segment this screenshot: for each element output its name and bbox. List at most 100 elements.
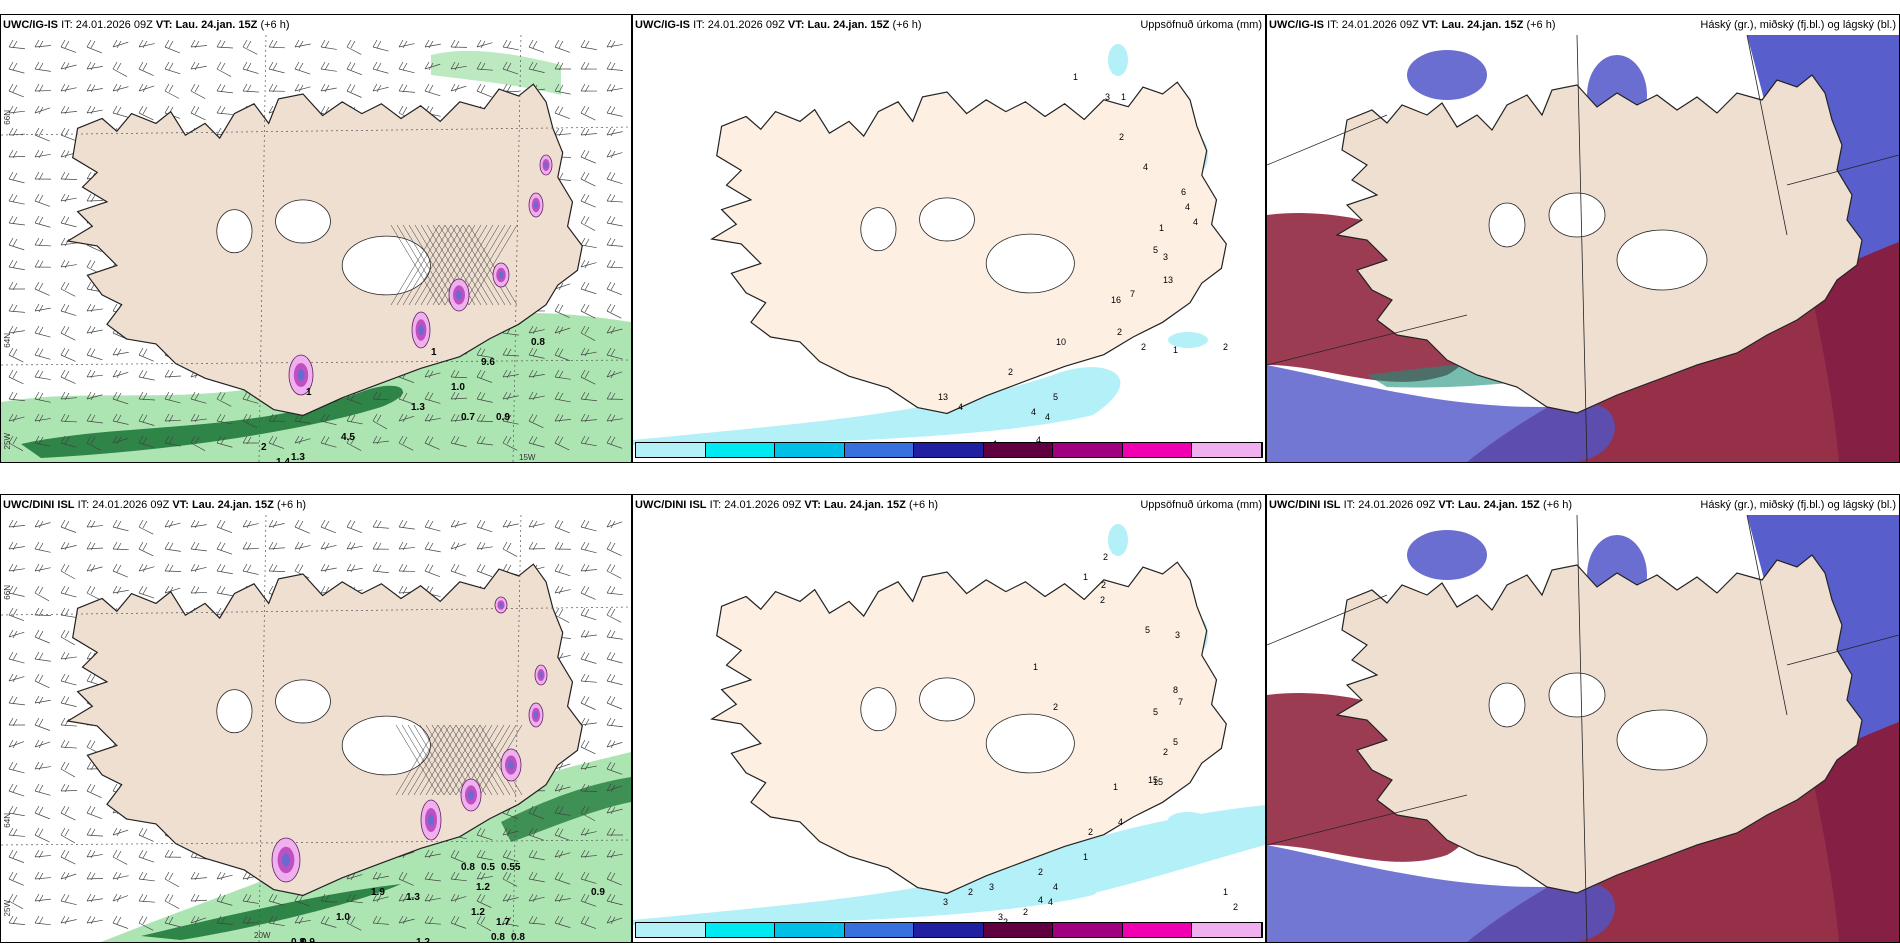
value-label: 1 [1159,223,1164,233]
convective-precip-cells [288,154,553,396]
colorbar-swatch [983,443,1054,457]
panel-field-title: Háský (gr.), miðský (fj.bl.) og lágský (… [1700,499,1896,511]
value-label: 2 [1101,580,1106,590]
panel-precip-igis: UWC/IG-IS IT: 24.01.2026 09Z VT: Lau. 24… [632,14,1266,463]
value-label: 4.5 [341,432,355,443]
panel-clouds-dini: UWC/DINI ISL IT: 24.01.2026 09Z VT: Lau.… [1266,494,1900,943]
value-label: 0.8 [491,932,505,942]
value-label: 0.9 [496,412,510,423]
value-label: 4 [1053,882,1058,892]
value-label: 2 [1141,342,1146,352]
colorbar-swatch [1053,923,1123,937]
value-label: 1.2 [471,907,485,918]
value-label: 1.3 [291,452,305,462]
value-label: 1 [1121,92,1126,102]
colorbar-tick-label: 100 [984,461,997,462]
lat-label: 66N [3,585,12,600]
colorbar-swatch [705,923,776,937]
panel-clouds-igis: UWC/IG-IS IT: 24.01.2026 09Z VT: Lau. 24… [1266,14,1900,463]
graticule [1,515,631,942]
value-label: 1 [306,387,312,398]
value-label: 5 [1053,392,1058,402]
map-canvas: 0.80.50.551.21.31.91.00.91.21.70.80.81.2… [1,515,631,942]
iceland-landmass [1335,74,1863,414]
value-label: 1 [1223,887,1228,897]
value-label: 2 [1038,867,1043,877]
panel-header: UWC/IG-IS IT: 24.01.2026 09Z VT: Lau. 24… [3,19,290,31]
map-canvas: 0.89.61.01.30.70.94.521.41.311 [1,35,631,462]
lat-label: 64N [3,333,12,348]
value-label: 7 [1130,289,1135,299]
colorbar-tick-label: 200 [1123,461,1136,462]
value-label: 5 [1173,737,1178,747]
value-label: 4 [1143,162,1148,172]
value-label: 2 [1103,552,1108,562]
colorbar-tick-label: 1 [636,941,640,942]
colorbar-swatch [1192,443,1262,457]
value-label: 4 [1031,407,1036,417]
value-label: 1.3 [406,892,420,903]
value-label: 1 [1113,782,1118,792]
panel-wind-dini: UWC/DINI ISL IT: 24.01.2026 09Z VT: Lau.… [0,494,632,943]
value-label: 1.2 [476,882,490,893]
value-label: 1 [1083,852,1088,862]
colorbar-tick-label: 50 [845,941,854,942]
value-label: 5 [1145,625,1150,635]
colorbar-tick-label: 10 [706,461,715,462]
value-label: 2 [1100,595,1105,605]
value-label: 2 [1023,907,1028,917]
colorbar-tick-label: 75 [914,461,923,462]
value-label: 5 [1153,707,1158,717]
value-label: 0.8 [461,862,475,873]
value-label: 2 [1117,327,1122,337]
graticule [1267,515,1899,942]
value-label: 2 [1233,902,1238,912]
colorbar-swatch [775,443,845,457]
value-label: 4 [1118,817,1123,827]
value-label: 1.3 [411,402,425,413]
colorbar-tick-label: 400 [1192,461,1205,462]
colorbar-swatch [844,443,915,457]
value-label: 15 [1153,777,1163,787]
colorbar-swatch [636,923,706,937]
value-label: 0.8 [291,937,305,942]
value-label: 10 [1056,337,1066,347]
colorbar-tick-label: 50 [845,461,854,462]
value-label: 5 [1153,245,1158,255]
value-label: 2 [1003,917,1008,925]
value-label: 2 [1053,702,1058,712]
value-label: 2 [1119,132,1124,142]
value-label: 0.8 [531,337,545,348]
value-label: 6 [1181,187,1186,197]
colorbar-tick-label: 25 [775,461,784,462]
value-label: 1.9 [371,887,385,898]
value-label: 3 [1163,252,1168,262]
precip-colorbar: 1 10 25 50 75 100 150 200 400 [635,922,1263,942]
lat-label: 66N [3,110,12,125]
value-label: 4 [1038,895,1043,905]
value-label: 8 [1173,685,1178,695]
panel-header: UWC/IG-IS IT: 24.01.2026 09Z VT: Lau. 24… [1267,15,1899,35]
value-label: 4 [1185,202,1190,212]
colorbar-swatch [914,923,984,937]
value-label: 13 [938,392,948,402]
value-label: 3 [943,897,948,907]
iceland-landmass [710,81,1227,415]
snow-hatching [390,224,518,306]
lat-label: 64N [3,813,12,828]
value-label: 1 [1073,72,1078,82]
panel-header: UWC/DINI ISL IT: 24.01.2026 09Z VT: Lau.… [633,495,1265,515]
panel-precip-dini: UWC/DINI ISL IT: 24.01.2026 09Z VT: Lau.… [632,494,1266,943]
colorbar-tick-label: 200 [1123,941,1136,942]
value-label: 3 [1175,630,1180,640]
value-label: 2 [1088,827,1093,837]
value-label: 0.7 [461,412,475,423]
colorbar-swatch [1192,923,1262,937]
value-label: 2 [1223,342,1228,352]
graticule [1,35,631,462]
value-label: 3 [989,882,994,892]
colorbar-swatch [983,923,1054,937]
